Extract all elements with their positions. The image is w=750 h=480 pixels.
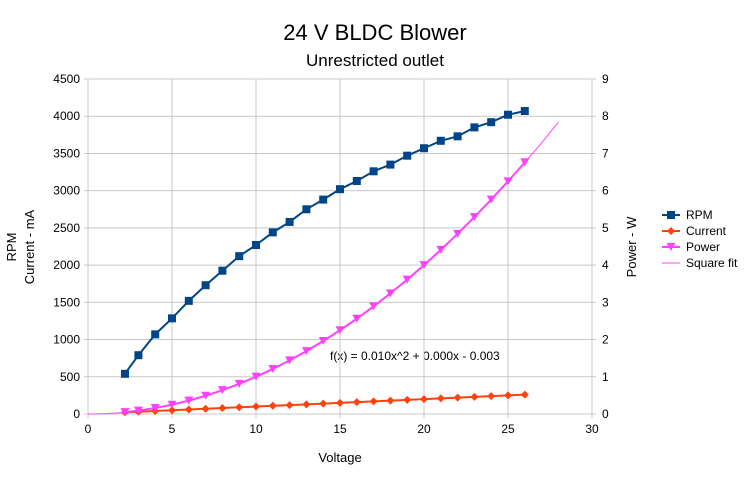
chart-subtitle: Unrestricted outlet [306,51,444,70]
rpm-point [352,176,361,185]
legend-label-current: Current [686,224,727,238]
legend-label-rpm: RPM [686,208,713,222]
current-point [319,399,328,408]
rpm-point [134,351,143,360]
legend-marker-rpm [667,211,675,219]
x-tick-label: 10 [249,422,263,436]
current-point [336,398,344,407]
current-point [386,396,395,405]
current-point [403,395,412,404]
rpm-point [420,144,428,153]
y-left-tick-label: 1000 [53,333,80,347]
y-right-tick-label: 2 [602,333,609,347]
legend-label-square-fit: Square fit [686,256,738,270]
x-axis-label: Voltage [318,450,361,465]
rpm-point [504,110,512,119]
y-axis-label-current: Current - mA [22,209,37,284]
rpm-line [124,110,526,375]
current-point [268,401,277,410]
legend-marker-power [666,243,676,251]
rpm-point [470,123,479,132]
rpm-point [487,118,496,127]
legend-marker-current [667,227,675,235]
current-point [420,395,428,404]
y-axis-label-rpm: RPM [4,233,19,262]
square-fit-line [88,121,559,415]
rpm-point [369,167,378,176]
fit-equation: f(x) = 0.010x^2 + 0.000x - 0.003 [330,349,500,363]
current-point [235,403,244,412]
current-point [168,406,176,415]
x-tick-label: 20 [417,422,431,436]
current-point [285,401,294,410]
y-right-tick-label: 6 [602,184,609,198]
rpm-point [268,228,277,237]
rpm-point [235,252,244,261]
y-left-tick-label: 0 [73,407,80,421]
current-point [520,390,529,399]
y-left-tick-label: 4500 [53,72,80,86]
rpm-point [151,330,160,339]
y-right-tick-label: 4 [602,258,609,272]
y-left-tick-label: 500 [60,370,80,384]
x-tick-label: 5 [169,422,176,436]
y-left-tick-label: 1500 [53,295,80,309]
rpm-point [336,185,344,194]
y-axis-label-power: Power - W [624,216,639,277]
x-tick-label: 25 [501,422,515,436]
rpm-point [120,369,129,378]
rpm-point [184,296,193,305]
current-point [487,392,496,401]
current-point [302,400,311,409]
rpm-point [386,160,395,169]
rpm-point [168,314,176,323]
x-tick-label: 0 [85,422,92,436]
current-point [184,405,193,414]
y-right-tick-label: 8 [602,109,609,123]
rpm-point [403,151,412,160]
y-right-tick-label: 3 [602,295,609,309]
current-point [369,397,378,406]
y-right-tick-label: 5 [602,221,609,235]
rpm-point [453,132,462,141]
rpm-point [436,136,445,145]
y-right-tick-label: 1 [602,370,609,384]
current-point [252,402,260,411]
current-point [436,394,445,403]
current-point [201,404,210,413]
rpm-point [201,281,210,290]
rpm-point [302,205,311,214]
current-point [470,392,479,401]
rpm-point [520,107,529,116]
rpm-point [285,217,294,226]
y-left-tick-label: 3000 [53,184,80,198]
y-right-tick-label: 9 [602,72,609,86]
x-tick-label: 15 [333,422,347,436]
y-right-tick-label: 7 [602,146,609,160]
rpm-point [319,195,328,204]
current-point [504,391,512,400]
current-point [453,393,462,402]
current-point [352,398,361,407]
current-point [218,404,227,413]
y-left-tick-label: 4000 [53,109,80,123]
x-tick-label: 30 [585,422,599,436]
legend-label-power: Power [686,240,720,254]
y-left-tick-label: 3500 [53,146,80,160]
chart-title: 24 V BLDC Blower [283,20,466,45]
rpm-point [252,241,260,250]
y-left-tick-label: 2500 [53,221,80,235]
y-right-tick-label: 0 [602,407,609,421]
y-left-tick-label: 2000 [53,258,80,272]
rpm-point [218,266,227,275]
